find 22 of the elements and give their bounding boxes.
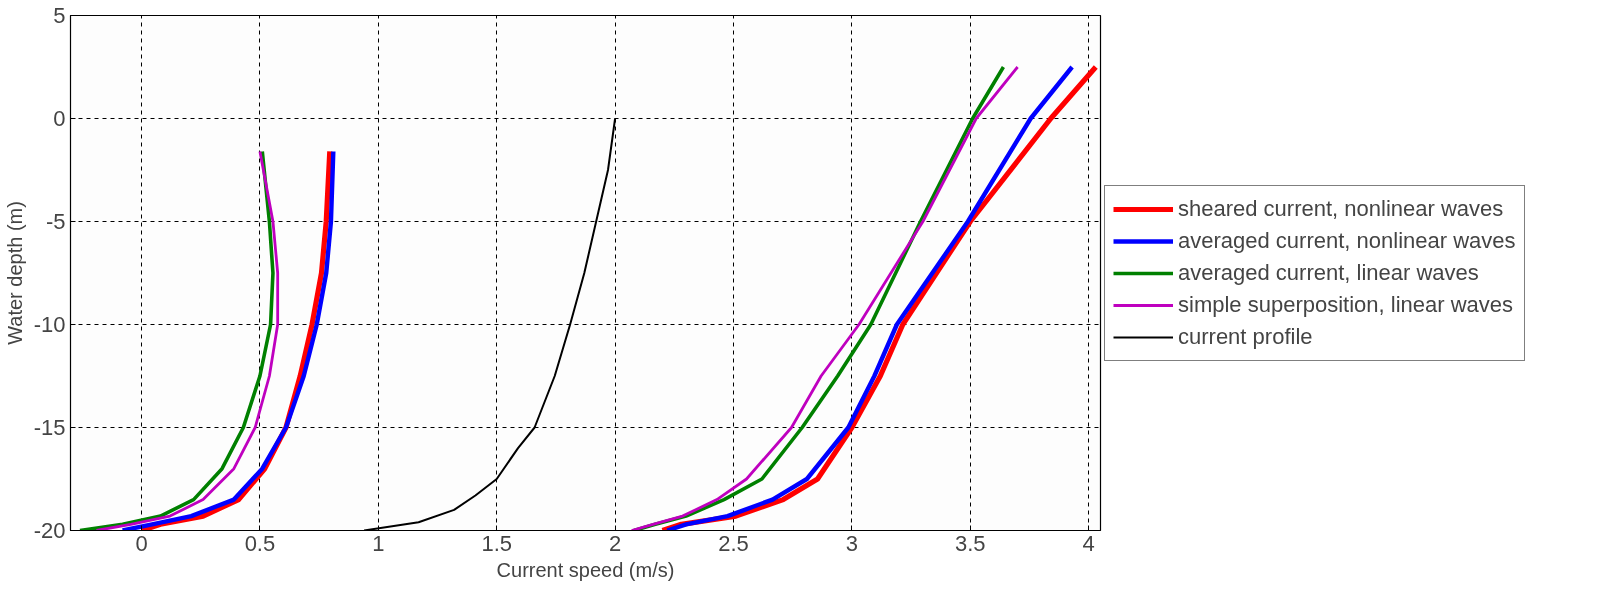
x-tick-label: 4: [1082, 530, 1095, 556]
y-tick-label: -20: [33, 518, 66, 543]
y-tick-label: -15: [33, 415, 66, 440]
y-axis-title: Water depth (m): [3, 201, 26, 345]
y-tick-label: 5: [53, 3, 66, 28]
y-tick-label: -10: [33, 312, 66, 337]
x-tick-label: 1: [372, 530, 385, 556]
x-tick-label: 0: [135, 530, 148, 556]
legend-label: averaged current, linear waves: [1178, 258, 1479, 287]
y-tick-label: 0: [53, 106, 66, 131]
legend-label: simple superposition, linear waves: [1178, 290, 1514, 319]
x-axis-title: Current speed (m/s): [496, 558, 675, 581]
x-tick-label: 1.5: [481, 530, 513, 556]
x-tick-label: 0.5: [244, 530, 276, 556]
legend-label: averaged current, nonlinear waves: [1178, 226, 1516, 255]
x-tick-label: 3: [845, 530, 859, 556]
x-tick-label: 3.5: [954, 530, 986, 556]
x-tick-label: 2: [608, 530, 622, 556]
y-tick-label: -5: [45, 209, 66, 234]
legend-label: sheared current, nonlinear waves: [1178, 194, 1504, 223]
x-tick-label: 2.5: [718, 530, 749, 556]
legend-label: current profile: [1178, 322, 1313, 351]
